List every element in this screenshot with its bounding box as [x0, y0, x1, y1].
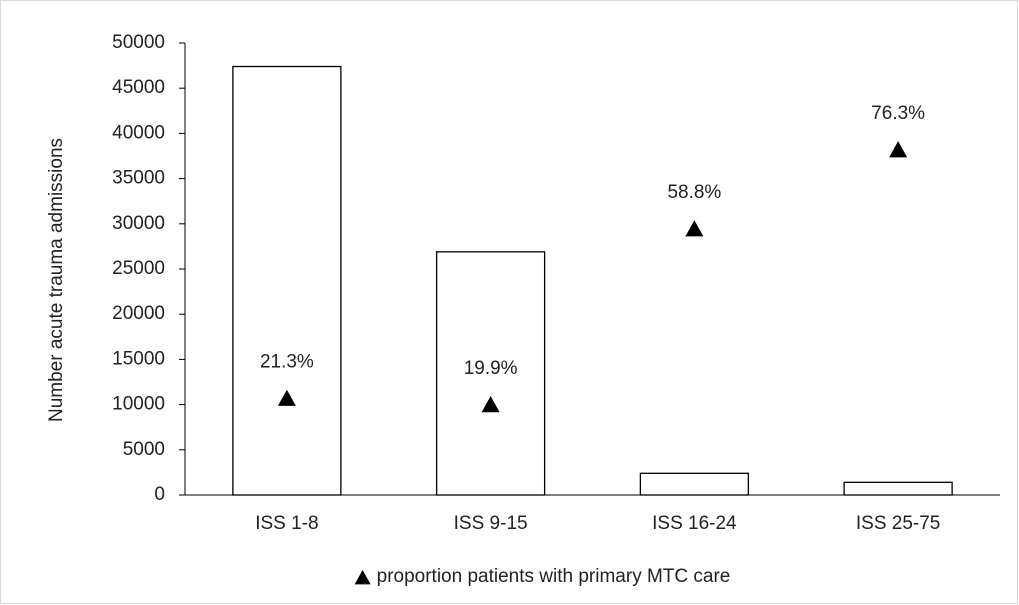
data-label: 58.8% [667, 182, 721, 203]
y-tick-label: 15000 [112, 348, 165, 369]
x-tick-label: ISS 16-24 [652, 513, 737, 534]
y-axis-label: Number acute trauma admissions [46, 138, 67, 422]
y-tick-label: 50000 [112, 32, 165, 53]
x-tick-label: ISS 9-15 [454, 513, 528, 534]
triangle-marker [481, 396, 500, 413]
bar [435, 251, 546, 496]
legend-marker [354, 570, 371, 585]
y-tick-label: 0 [154, 484, 165, 505]
y-tick-label: 30000 [112, 213, 165, 234]
data-label: 76.3% [871, 103, 925, 124]
x-tick-label: ISS 1-8 [255, 513, 318, 534]
y-tick-label: 25000 [112, 258, 165, 279]
bar [639, 472, 750, 496]
data-label: 19.9% [464, 358, 518, 379]
y-tick-label: 40000 [112, 122, 165, 143]
triangle-marker [277, 389, 296, 406]
legend-label: proportion patients with primary MTC car… [377, 566, 731, 587]
y-tick-label: 20000 [112, 303, 165, 324]
y-tick-label: 10000 [112, 394, 165, 415]
triangle-marker [685, 220, 704, 237]
y-tick-label: 35000 [112, 168, 165, 189]
y-tick-label: 45000 [112, 77, 165, 98]
triangle-marker [889, 141, 908, 158]
x-tick-label: ISS 25-75 [856, 513, 941, 534]
data-label: 21.3% [260, 352, 314, 373]
bar [843, 481, 953, 496]
y-tick-label: 5000 [123, 439, 165, 460]
bar [232, 65, 342, 496]
